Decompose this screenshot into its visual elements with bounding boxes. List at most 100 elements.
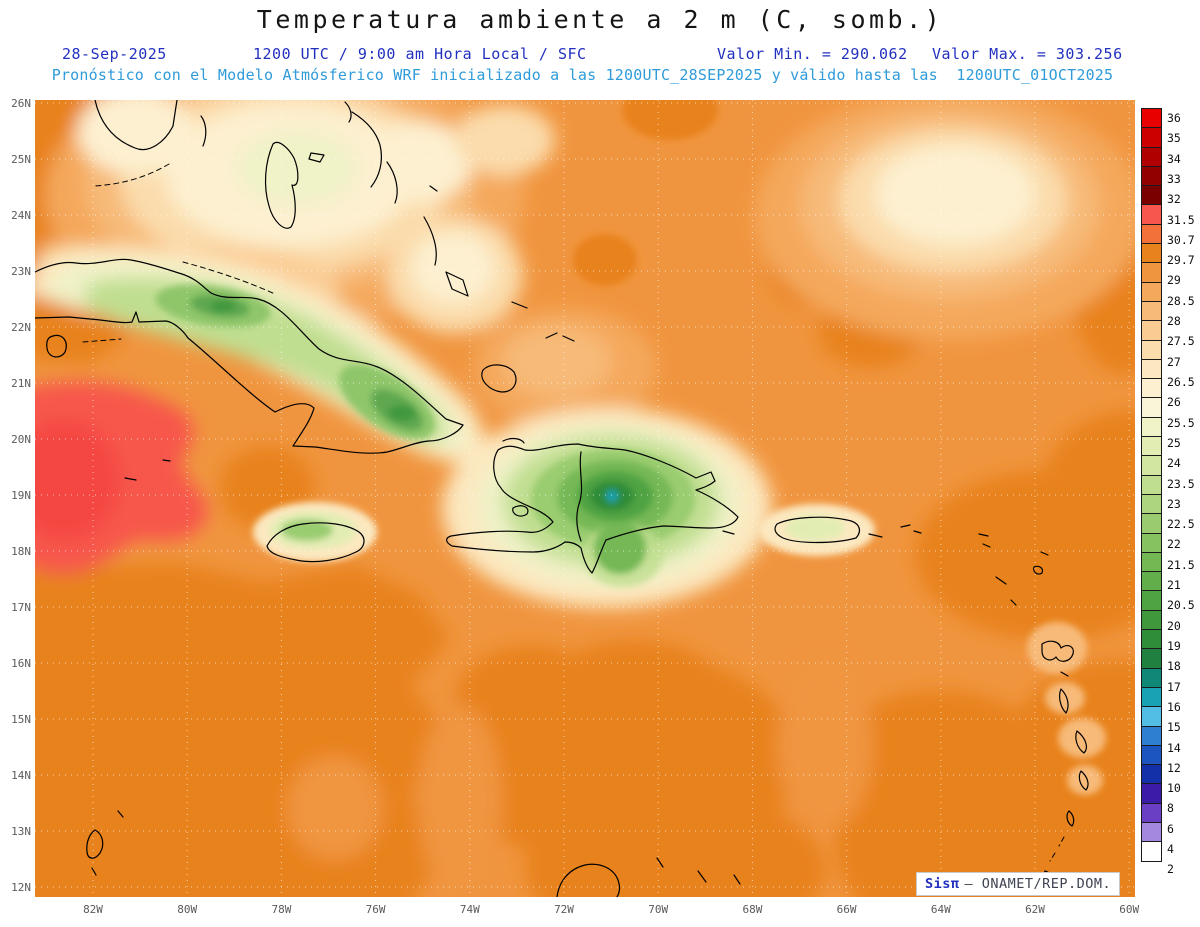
coast-dominica (1059, 688, 1069, 714)
colorbar-label: 22 (1167, 537, 1181, 552)
colorbar-cell (1141, 436, 1162, 457)
colorbar-label: 26 (1167, 395, 1181, 410)
lon-tick-label: 66W (836, 903, 857, 916)
lon-tick-label: 70W (648, 903, 669, 916)
colorbar-cell (1141, 146, 1162, 167)
colorbar-cell (1141, 185, 1162, 206)
colorbar-label: 17 (1167, 679, 1181, 694)
colorbar-cell (1141, 821, 1162, 843)
coast-cayman (124, 459, 171, 481)
coast-mayaguana (511, 301, 528, 309)
watermark: Sisπ – ONAMET/REP.DOM. (916, 872, 1121, 896)
colorbar-cell (1141, 300, 1162, 322)
colorbar-label: 24 (1167, 456, 1181, 471)
coast-martinique (1075, 730, 1087, 754)
colorbar-label: 32 (1167, 192, 1181, 207)
lat-tick-label: 25N (11, 153, 31, 166)
colorbar-cell (1141, 725, 1162, 746)
lat-tick-label: 20N (11, 433, 31, 446)
colorbar-label: 19 (1167, 639, 1181, 653)
coast-isla-juventud (46, 334, 67, 358)
colorbar-cell (1141, 397, 1162, 418)
run-time: 1200 UTC / 9:00 am Hora Local / SFC (253, 45, 587, 63)
coast-cat-island (386, 161, 398, 204)
coast-guadeloupe (1041, 640, 1074, 662)
lat-tick-label: 22N (11, 321, 31, 334)
colorbar-label: 31.5 (1167, 212, 1195, 227)
colorbar-cell (1141, 571, 1162, 592)
colorbar-label: 20.5 (1167, 598, 1195, 613)
colorbar-cell (1141, 320, 1162, 341)
lat-tick-label: 23N (11, 265, 31, 278)
forecast-line: Pronóstico con el Modelo Atmósferico WRF… (51, 66, 1114, 84)
watermark-org: – ONAMET/REP.DOM. (964, 876, 1112, 892)
colorbar-cell (1141, 783, 1162, 804)
colorbar-cell (1141, 532, 1162, 553)
lat-tick-label: 18N (11, 545, 31, 558)
coast-sabana-cays (182, 261, 276, 295)
coast-florida (94, 100, 178, 151)
colorbar-label: 29 (1167, 273, 1181, 288)
colorbar-cell (1141, 416, 1162, 438)
lon-tick-label: 60W (1119, 903, 1140, 916)
colorbar-cell (1141, 493, 1162, 515)
coast-cuba (35, 258, 464, 454)
colorbar-label: 12 (1167, 760, 1181, 775)
colorbar-cell (1141, 127, 1162, 148)
lat-tick-label: 15N (11, 713, 31, 726)
value-max: Valor Max. = 303.256 (932, 45, 1123, 63)
lon-tick-label: 72W (554, 903, 574, 916)
lat-tick-label: 26N (11, 97, 31, 110)
coast-stlucia (1078, 770, 1089, 791)
graticule (35, 100, 1135, 897)
coastlines (35, 100, 1089, 897)
coast-guajira (556, 863, 621, 897)
run-date: 28-Sep-2025 (62, 45, 167, 63)
colorbar-label: 18 (1167, 659, 1181, 674)
colorbar-cell (1141, 648, 1162, 669)
colorbar-label: 26.5 (1167, 375, 1195, 389)
coast-marie-galante (1060, 671, 1069, 677)
lon-tick-label: 78W (271, 903, 292, 916)
colorbar-label: 25 (1167, 435, 1181, 450)
coast-stkitts (995, 576, 1007, 585)
colorbar-label: 2 (1167, 862, 1174, 877)
lon-tick-label: 76W (365, 903, 386, 916)
colorbar-cell (1141, 474, 1162, 495)
lat-tick-label: 24N (11, 209, 31, 222)
colorbar-cell (1141, 243, 1162, 264)
colorbar-label: 33 (1167, 171, 1181, 186)
colorbar-label: 14 (1167, 740, 1181, 755)
colorbar-cell (1141, 358, 1162, 380)
colorbar-label: 34 (1167, 151, 1181, 166)
colorbar-cell (1141, 629, 1162, 650)
coast-san-salvador (429, 185, 438, 192)
colorbar-label: 35 (1167, 131, 1181, 146)
coast-andros (264, 141, 299, 229)
colorbar-label: 27 (1167, 354, 1181, 369)
map-area (35, 100, 1135, 897)
coast-anguilla-stmartin (978, 533, 991, 548)
coast-long-island (423, 216, 437, 266)
colorbar-cell (1141, 262, 1162, 283)
lon-tick-label: 64W (930, 903, 951, 916)
colorbar-label: 20 (1167, 618, 1181, 633)
coast-barbuda (1040, 551, 1049, 556)
coast-eleuthera (351, 111, 383, 188)
lat-tick-label: 13N (11, 825, 31, 838)
lat-tick-label: 21N (11, 377, 31, 390)
lon-tick-label: 74W (459, 903, 480, 916)
page-title: Temperatura ambiente a 2 m (C, somb.) (256, 5, 944, 34)
colorbar-label: 36 (1167, 111, 1181, 125)
coast-turks-caicos (545, 332, 575, 342)
lat-tick-label: 16N (11, 657, 31, 670)
coast-gonave (512, 505, 529, 517)
coast-curacao (697, 870, 707, 883)
colorbar-cell (1141, 841, 1162, 862)
colorbar-label: 28.5 (1167, 293, 1195, 308)
colorbar-label: 8 (1167, 801, 1174, 816)
coast-jamaica (266, 522, 365, 563)
colorbar-label: 23 (1167, 496, 1181, 511)
lat-tick-label: 17N (11, 601, 31, 614)
coast-aruba (656, 857, 664, 868)
